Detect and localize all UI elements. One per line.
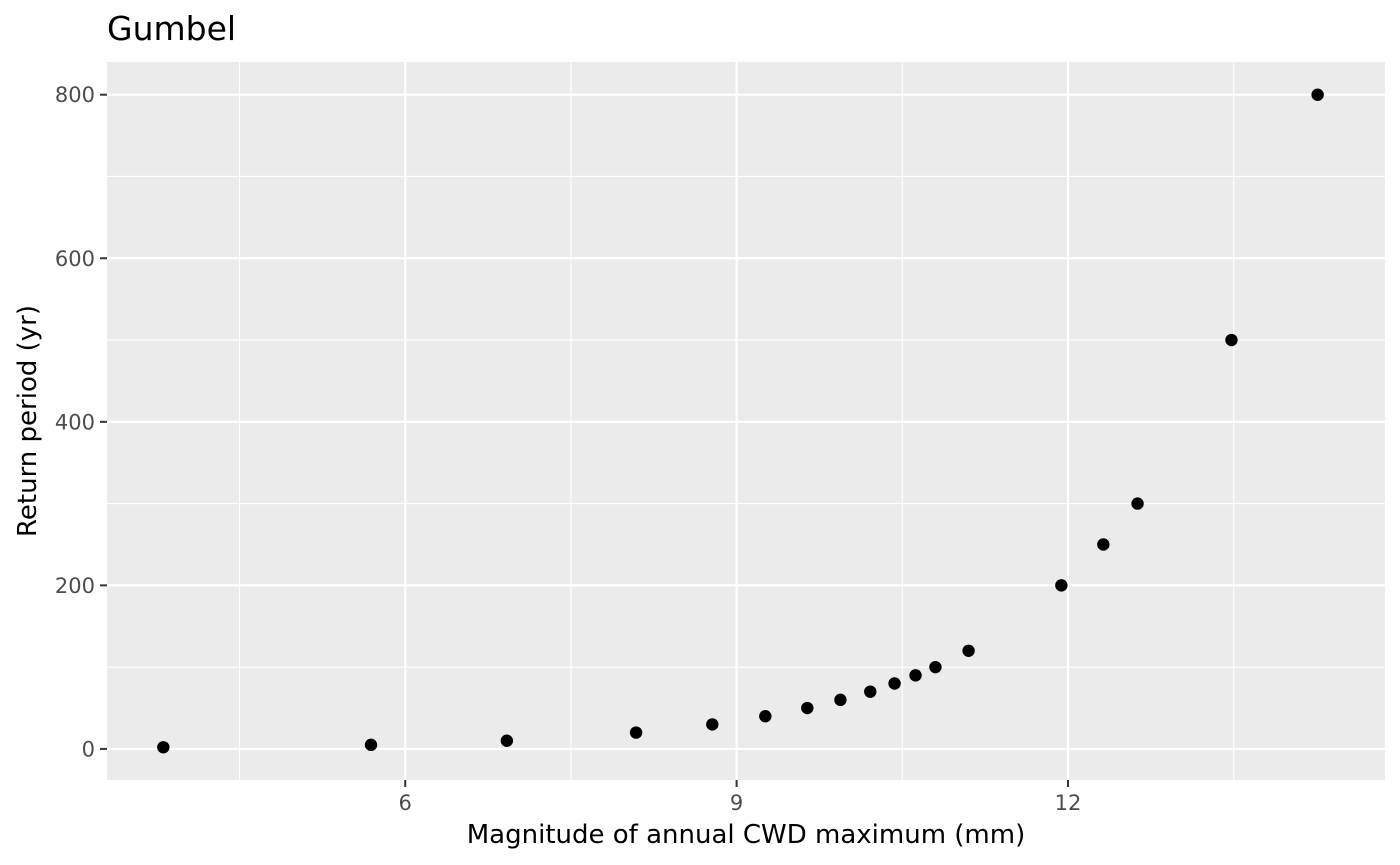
y-tick-label: 600: [55, 247, 95, 271]
y-tick-label: 200: [55, 574, 95, 598]
y-tick-label: 800: [55, 83, 95, 107]
data-point: [834, 693, 847, 707]
y-axis-ticks: 0 200 400 600 800: [55, 83, 107, 761]
data-point: [629, 726, 643, 739]
x-axis-ticks: 6 9 12: [399, 780, 1082, 815]
data-point: [962, 644, 975, 657]
data-point: [1055, 579, 1068, 592]
data-point: [888, 677, 901, 690]
x-axis-label: Magnitude of annual CWD maximum (mm): [467, 820, 1025, 850]
data-point: [929, 660, 942, 674]
data-point: [364, 738, 378, 752]
x-tick-label: 6: [399, 791, 412, 815]
data-point: [157, 741, 170, 754]
data-point: [1131, 497, 1144, 510]
x-tick-label: 12: [1055, 791, 1082, 815]
data-point: [1311, 88, 1324, 101]
y-tick-label: 0: [82, 737, 95, 761]
data-point: [759, 710, 772, 723]
data-point: [500, 734, 514, 747]
chart-title: Gumbel: [107, 9, 236, 48]
data-points: [157, 88, 1324, 754]
data-point: [706, 718, 719, 731]
data-point: [1097, 538, 1110, 551]
y-tick-label: 400: [55, 410, 95, 434]
data-point: [801, 701, 814, 715]
data-point: [909, 669, 922, 682]
major-gridlines: [107, 62, 1385, 780]
y-axis-label: Return period (yr): [13, 305, 43, 537]
data-point: [864, 685, 877, 698]
x-tick-label: 9: [730, 791, 743, 815]
data-point: [1225, 333, 1238, 347]
